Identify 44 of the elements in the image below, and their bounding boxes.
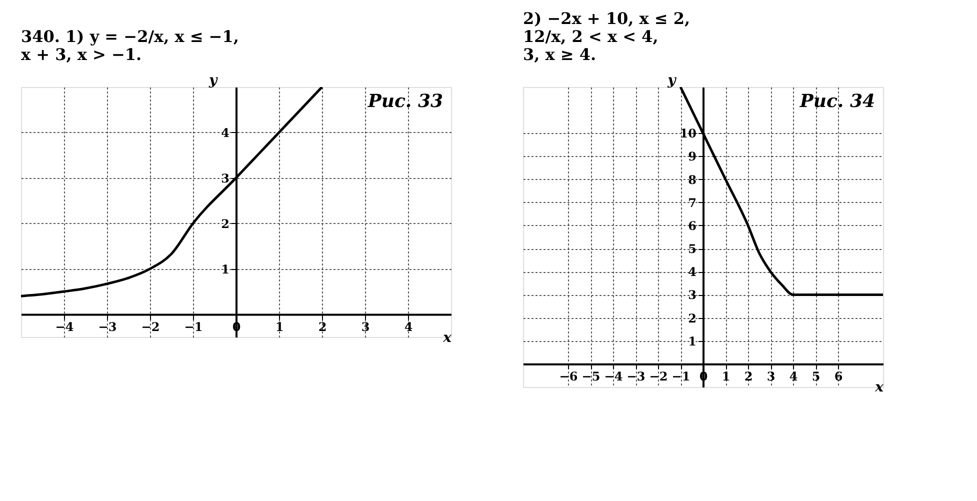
x-tick-label: 4 bbox=[789, 369, 798, 384]
y-axis-title: y bbox=[208, 72, 218, 88]
text: x + 3, x > −1. bbox=[21, 45, 142, 64]
x-tick-label: 2 bbox=[318, 320, 327, 334]
x-tick-label: 5 bbox=[812, 369, 820, 384]
text: 2) −2x + 10, x ≤ 2, bbox=[523, 9, 690, 28]
x-tick-label: −5 bbox=[582, 369, 600, 384]
x-tick-label: 1 bbox=[722, 369, 730, 384]
y-tick-label: 2 bbox=[221, 216, 230, 231]
y-tick-label: 1 bbox=[221, 262, 230, 276]
x-tick-label: −3 bbox=[626, 369, 646, 384]
x-tick-label: 1 bbox=[275, 320, 284, 334]
x-axis-title: x bbox=[442, 330, 452, 346]
y-tick-label: 6 bbox=[688, 218, 696, 233]
x-tick-label: −1 bbox=[184, 320, 203, 334]
y-axis-title: y bbox=[666, 72, 677, 88]
y-tick-label: 4 bbox=[688, 265, 696, 280]
x-tick-label: 2 bbox=[744, 369, 753, 384]
text: 12/x, 2 < x < 4, bbox=[523, 27, 658, 46]
x-tick-label: −6 bbox=[559, 369, 578, 384]
y-tick-label: 3 bbox=[688, 288, 696, 302]
x-tick-label: −1 bbox=[672, 369, 690, 384]
x-tick-label: −2 bbox=[649, 369, 668, 384]
x-tick-label: −3 bbox=[98, 320, 117, 334]
y-tick-label: 8 bbox=[688, 172, 696, 187]
y-tick-label: 1 bbox=[688, 334, 696, 348]
x-tick-label: −4 bbox=[604, 369, 623, 384]
x-tick-label: 6 bbox=[834, 369, 843, 384]
text: 3, x ≥ 4. bbox=[523, 45, 596, 64]
y-tick-label: 4 bbox=[221, 126, 230, 140]
y-tick-label: 3 bbox=[221, 171, 230, 186]
x-tick-label: 3 bbox=[361, 320, 370, 334]
chart-title: Рис. 34 bbox=[798, 91, 875, 112]
chart-title: Рис. 33 bbox=[366, 91, 443, 112]
text: 340. 1) y = −2/x, x ≤ −1, bbox=[21, 27, 239, 46]
y-tick-label: 7 bbox=[688, 196, 696, 210]
x-tick-label: −2 bbox=[141, 320, 160, 334]
x-tick-label: 3 bbox=[766, 369, 776, 384]
y-tick-label: 9 bbox=[688, 150, 696, 164]
y-tick-label: 5 bbox=[688, 242, 696, 256]
x-axis-title: x bbox=[874, 379, 884, 396]
x-tick-label: −4 bbox=[55, 320, 74, 334]
y-tick-label: 10 bbox=[680, 126, 696, 141]
x-tick-label: 4 bbox=[404, 320, 413, 334]
